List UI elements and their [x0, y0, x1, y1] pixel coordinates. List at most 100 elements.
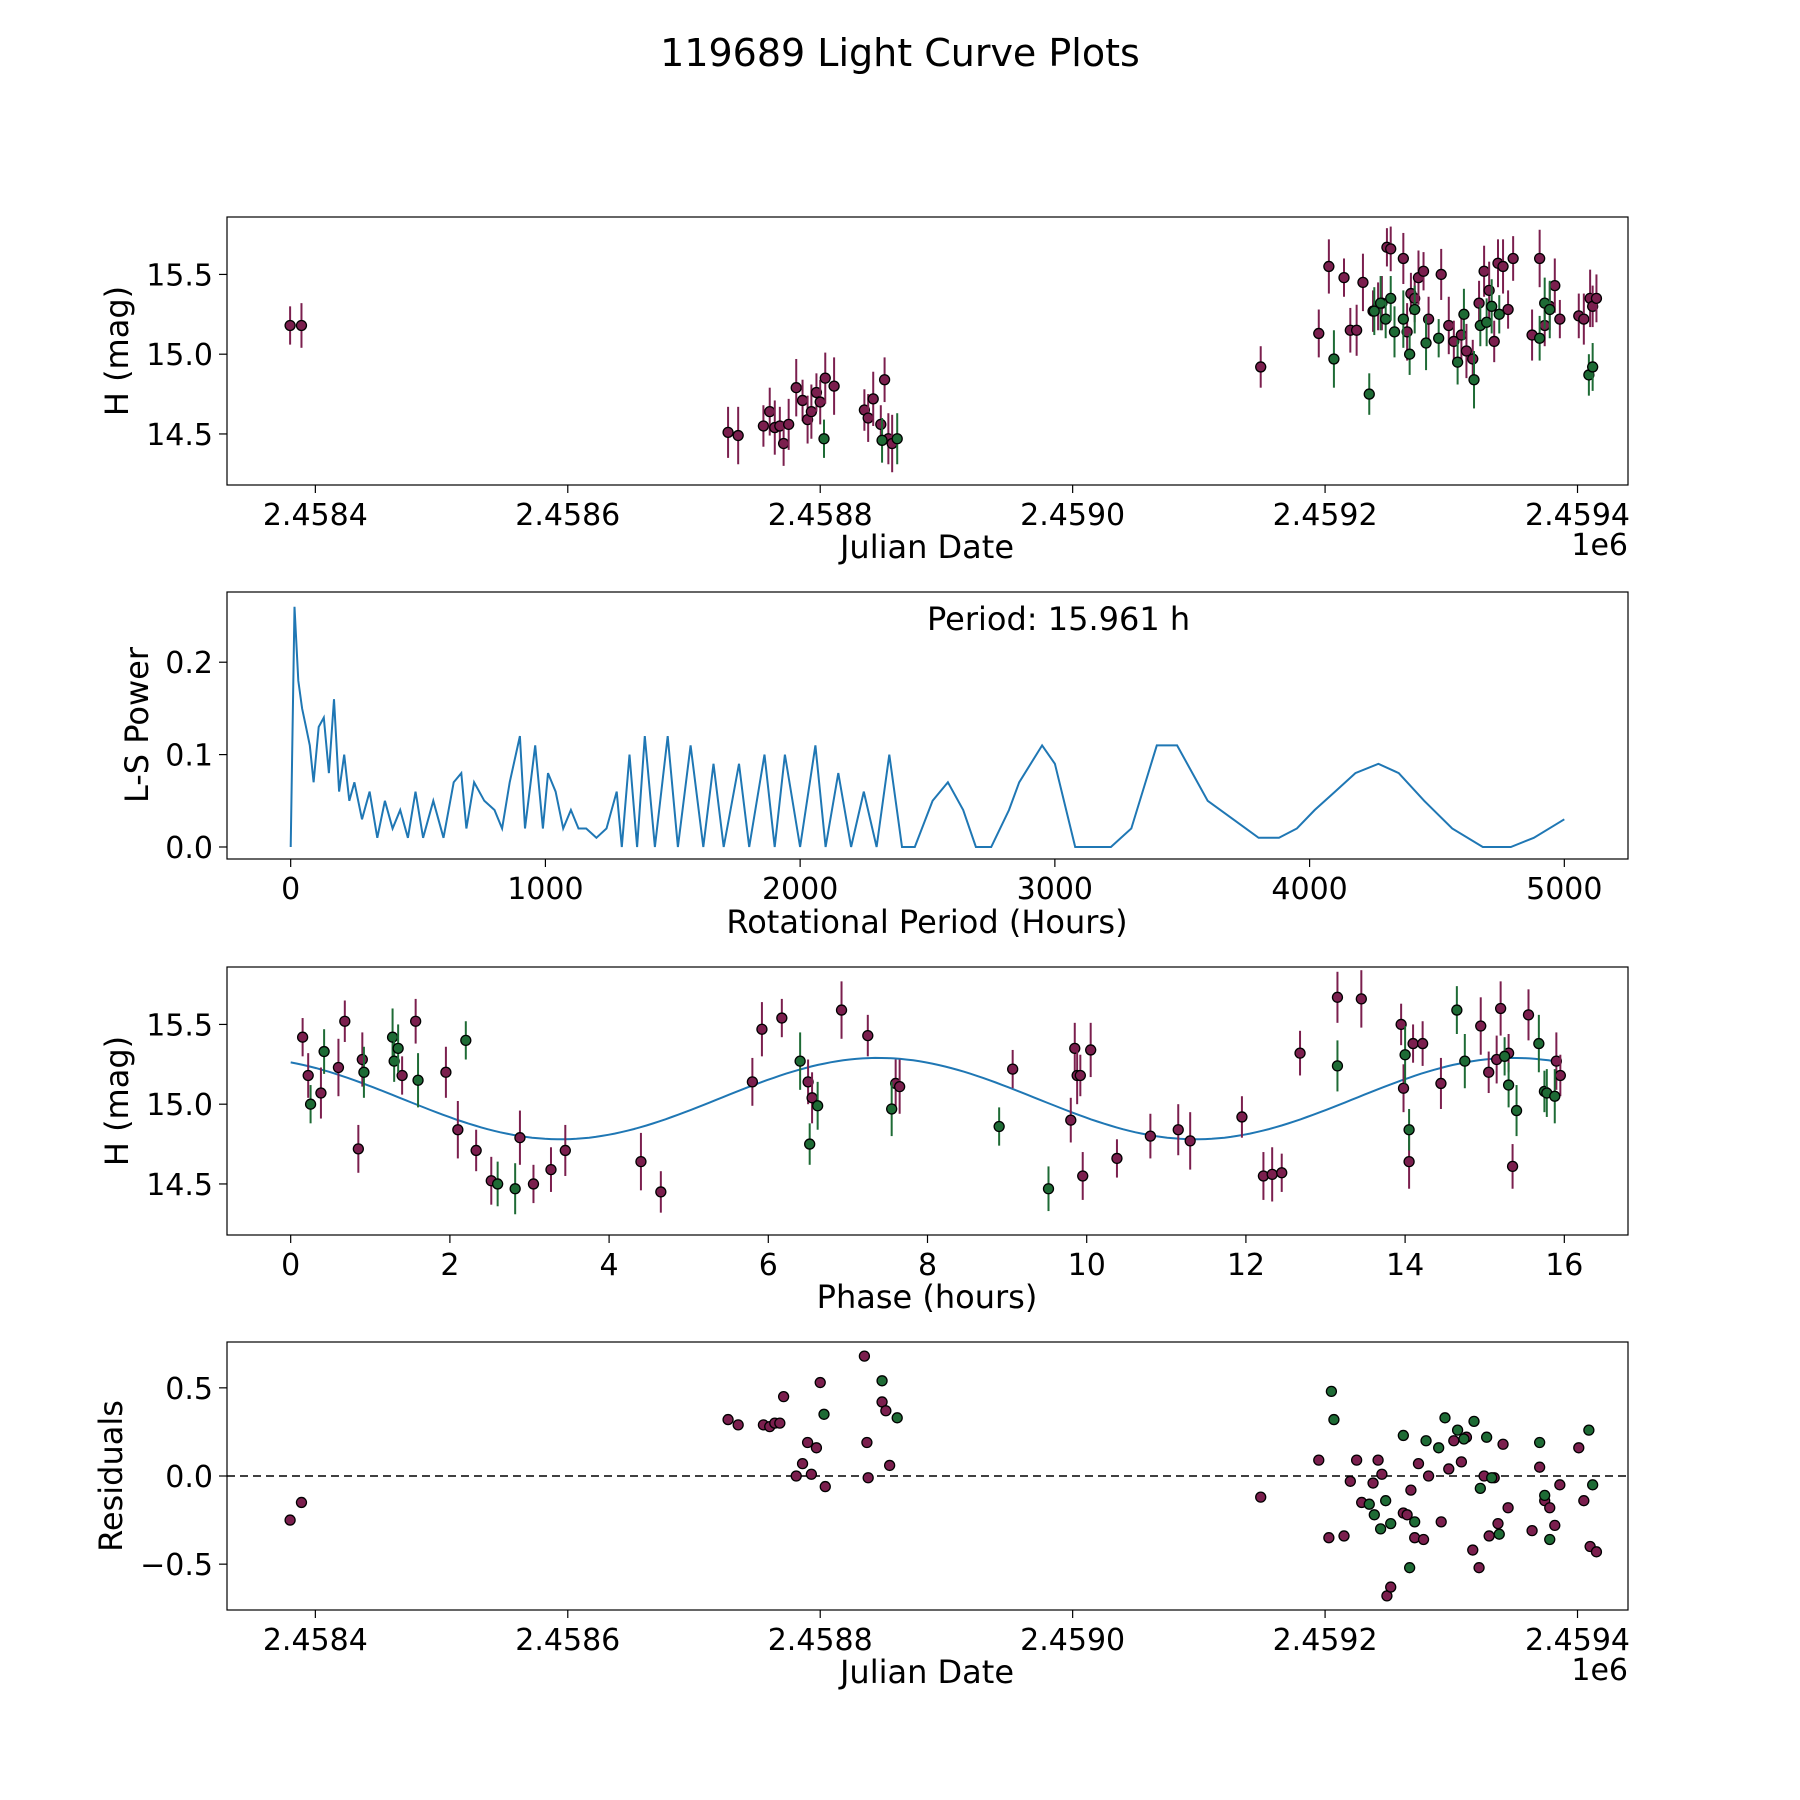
purple-point: [410, 1015, 422, 1027]
purple-point: [875, 418, 887, 431]
purple-point: [440, 1066, 452, 1078]
purple-point: [1403, 1155, 1415, 1168]
green-point: [1374, 297, 1387, 309]
purple-point: [1460, 345, 1473, 357]
green-point: [811, 1100, 824, 1112]
purple-point: [1405, 1484, 1417, 1496]
purple-point: [1344, 1475, 1356, 1487]
purple-point: [635, 1155, 647, 1168]
green-point: [1368, 1509, 1380, 1521]
residuals-ytick-label: −0.5: [140, 1548, 213, 1583]
residuals-ytick-label: 0.0: [165, 1460, 213, 1495]
phase-folded-xtick-label: 10: [1068, 1248, 1106, 1283]
periodogram-xtick-label: 0: [281, 872, 300, 907]
purple-point: [810, 1442, 823, 1454]
purple-point: [1590, 1546, 1603, 1558]
purple-point: [819, 1480, 831, 1493]
purple-point: [655, 1186, 667, 1198]
phase-folded-xtick-label: 8: [918, 1248, 937, 1283]
green-point: [1459, 1055, 1471, 1067]
purple-point: [1448, 1435, 1460, 1447]
purple-point: [1544, 1502, 1556, 1514]
light-curve-xtick-label: 2.4592: [1273, 498, 1378, 533]
periodogram-xtick-label: 1000: [507, 872, 583, 907]
green-point: [1474, 1482, 1486, 1494]
green-point: [1539, 1489, 1551, 1502]
purple-point: [315, 1087, 327, 1099]
green-point: [891, 433, 903, 445]
purple-point: [796, 394, 809, 407]
purple-point: [1416, 1037, 1429, 1050]
green-point: [358, 1066, 370, 1078]
residuals-xtick-label: 2.4590: [1020, 1623, 1125, 1658]
residuals-xtick-label: 2.4584: [263, 1623, 368, 1658]
purple-point: [867, 393, 879, 405]
green-point: [1399, 1049, 1411, 1061]
phase-folded-xtick-label: 6: [759, 1248, 778, 1283]
green-point: [1363, 1498, 1375, 1510]
purple-point: [1506, 1160, 1519, 1173]
purple-point: [1417, 265, 1430, 277]
purple-point: [1372, 1454, 1384, 1466]
purple-point: [1417, 1533, 1430, 1546]
periodogram-ytick-label: 0.1: [165, 739, 213, 774]
purple-point: [1144, 1130, 1157, 1142]
light-curve-ylabel: H (mag): [98, 286, 136, 416]
green-point: [818, 433, 830, 445]
purple-point: [802, 1076, 814, 1088]
green-point: [1374, 1523, 1387, 1535]
purple-point: [1478, 265, 1490, 277]
green-point: [491, 1178, 504, 1190]
green-point: [509, 1183, 521, 1195]
green-point: [1439, 1412, 1451, 1424]
purple-point: [776, 1012, 788, 1024]
green-point: [1403, 1124, 1415, 1136]
purple-point: [790, 1470, 802, 1482]
purple-point: [1350, 1454, 1363, 1466]
green-point: [1451, 1424, 1464, 1436]
purple-point: [805, 1468, 818, 1480]
purple-point: [1455, 1456, 1468, 1468]
green-point: [1385, 1517, 1397, 1530]
purple-point: [1184, 1135, 1196, 1147]
purple-point: [1376, 1468, 1388, 1480]
green-point: [392, 1042, 404, 1055]
purple-point: [1255, 1491, 1267, 1503]
green-point: [1451, 1004, 1463, 1016]
purple-point: [764, 405, 776, 418]
purple-point: [1522, 1009, 1535, 1021]
green-point: [1409, 303, 1421, 316]
purple-point: [801, 1436, 814, 1449]
purple-point: [1578, 313, 1590, 325]
purple-point: [805, 405, 818, 418]
green-point: [1420, 337, 1432, 349]
green-point: [1544, 303, 1556, 316]
phase-folded-xtick-label: 12: [1227, 1248, 1265, 1283]
residuals-xtick-label: 2.4588: [768, 1623, 873, 1658]
green-point: [1493, 308, 1505, 320]
purple-point: [1533, 1461, 1546, 1473]
green-point: [1486, 300, 1498, 312]
periodogram-xlabel: Rotational Period (Hours): [726, 903, 1127, 941]
green-point: [1325, 1385, 1338, 1398]
power-line: [289, 606, 1565, 848]
green-point: [1380, 1495, 1392, 1507]
light-curve-ytick-label: 15.5: [146, 258, 213, 293]
purple-point: [862, 1029, 874, 1042]
purple-point: [1395, 1018, 1407, 1031]
purple-point: [1069, 1042, 1081, 1055]
purple-point: [1550, 1055, 1563, 1067]
phase-folded-xtick-label: 0: [281, 1248, 300, 1283]
periodogram-panel: 0 1000 2000 3000 4000 5000 0.0 0.1 0.2 Period: 1…: [118, 591, 1629, 941]
green-point: [1544, 1533, 1556, 1546]
green-point: [304, 1098, 317, 1110]
purple-point: [302, 1069, 314, 1082]
light-curve-xtick-label: 2.4584: [263, 498, 368, 533]
purple-point: [1435, 1077, 1447, 1090]
purple-point: [284, 1514, 296, 1526]
purple-point: [1407, 1037, 1419, 1050]
purple-point: [296, 1031, 309, 1043]
green-point: [891, 1412, 903, 1424]
purple-point: [1313, 327, 1325, 340]
phase-xlabel: Phase (hours): [817, 1278, 1038, 1316]
